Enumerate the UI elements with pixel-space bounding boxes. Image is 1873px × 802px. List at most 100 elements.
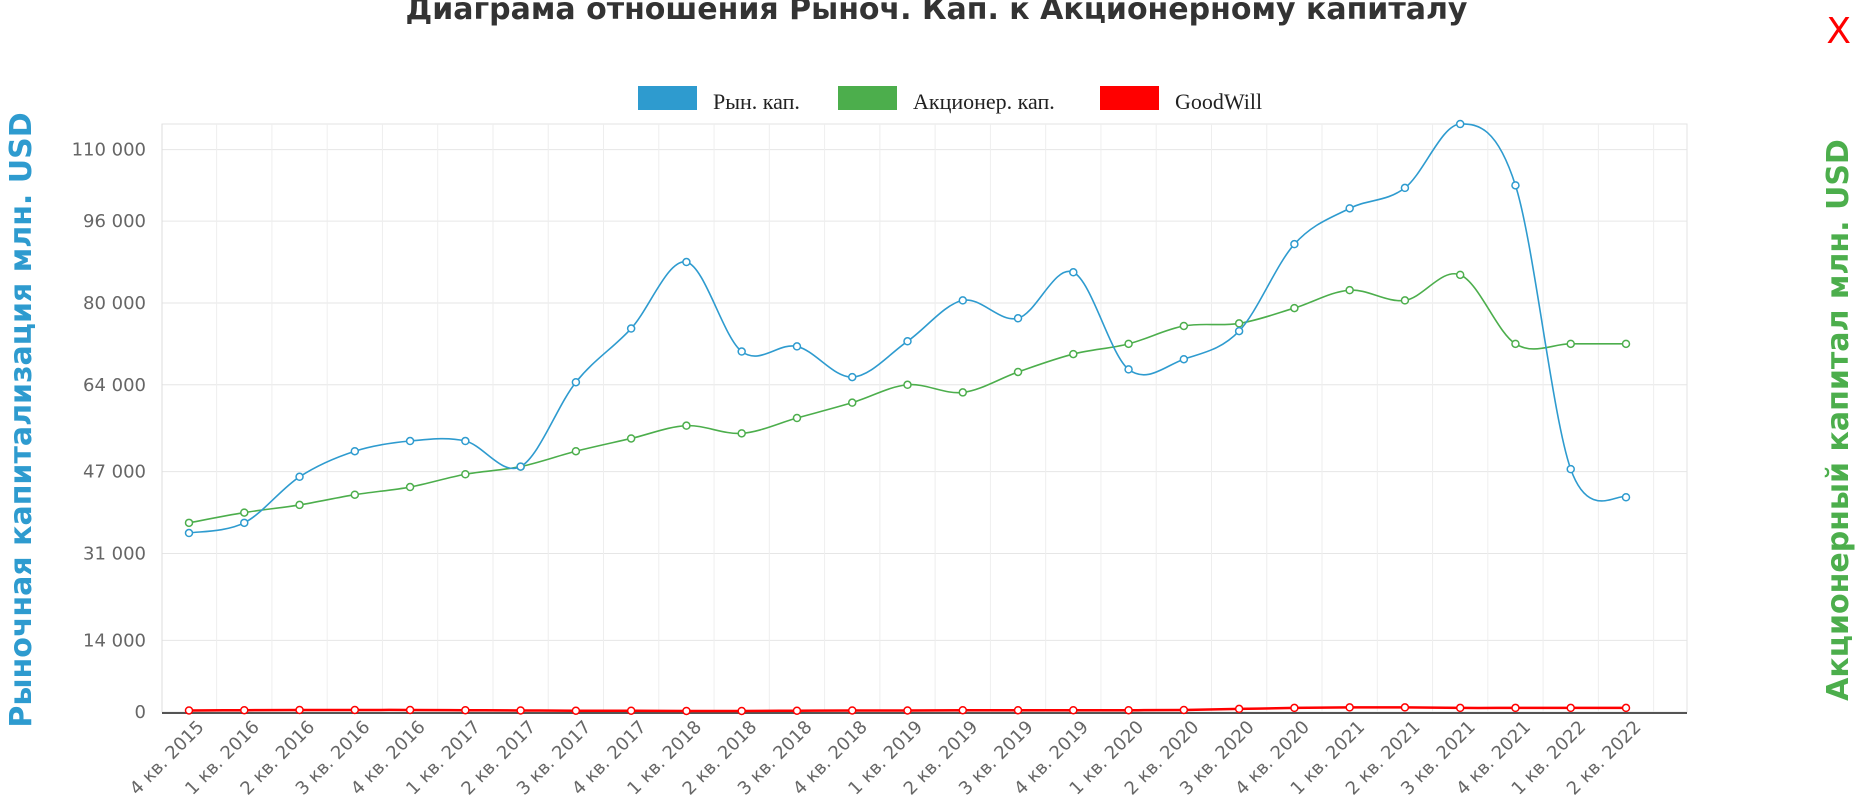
axis-layer: 0 14 000 31 000 47 000 64 000 80 000 96 000 110… (72, 124, 1687, 799)
y-axis-title: Рыночная капитализация млн. USD (4, 112, 39, 727)
legend-swatch (1100, 86, 1159, 110)
data-point[interactable] (295, 705, 304, 715)
chart-title: Диаграма отношения Рыноч. Кап. к Акционе… (405, 0, 1468, 27)
data-point[interactable] (1345, 703, 1354, 712)
data-point[interactable] (1400, 703, 1410, 712)
plot-area (161, 123, 1688, 713)
data-point[interactable] (1013, 367, 1023, 377)
data-point[interactable] (1621, 493, 1631, 502)
close-button[interactable]: X (1826, 11, 1851, 52)
data-point[interactable] (461, 436, 470, 446)
data-point[interactable] (1179, 354, 1189, 364)
data-point[interactable] (1234, 319, 1244, 328)
data-point[interactable] (1234, 326, 1244, 336)
data-point[interactable] (903, 380, 912, 390)
data-point[interactable] (1400, 183, 1410, 193)
data-point[interactable] (737, 429, 746, 438)
legend[interactable]: Рын. кап. Акционер. кап. GoodWill (638, 86, 1262, 114)
data-point[interactable] (792, 706, 802, 715)
data-point[interactable] (1290, 239, 1299, 249)
data-point[interactable] (184, 518, 194, 528)
data-point[interactable] (1455, 703, 1465, 713)
data-point[interactable] (1013, 314, 1023, 323)
data-point[interactable] (1179, 321, 1189, 331)
data-point[interactable] (461, 705, 470, 715)
data-point[interactable] (1290, 703, 1299, 713)
data-point[interactable] (184, 706, 194, 715)
data-point[interactable] (1124, 339, 1133, 349)
data-point[interactable] (1069, 705, 1078, 715)
data-point[interactable] (737, 706, 746, 716)
legend-label: GoodWill (1175, 89, 1262, 114)
data-point[interactable] (792, 342, 802, 351)
data-point[interactable] (1069, 268, 1078, 277)
legend-item[interactable]: GoodWill (1100, 86, 1262, 114)
data-point[interactable] (240, 508, 249, 517)
data-point[interactable] (792, 413, 802, 423)
y-tick-label: 64 000 (83, 375, 146, 396)
data-point[interactable] (240, 705, 249, 715)
data-point[interactable] (1179, 705, 1189, 715)
data-point[interactable] (626, 434, 636, 443)
data-point[interactable] (847, 706, 857, 715)
data-point[interactable] (1566, 464, 1575, 474)
data-point[interactable] (1511, 703, 1520, 713)
data-point[interactable] (1455, 270, 1465, 280)
legend-item[interactable]: Рын. кап. (638, 86, 800, 114)
data-point[interactable] (958, 705, 968, 715)
y-tick-label: 110 000 (72, 140, 146, 161)
data-point[interactable] (1566, 703, 1575, 713)
data-point[interactable] (1455, 119, 1465, 129)
data-point[interactable] (847, 372, 857, 382)
data-point[interactable] (682, 706, 691, 716)
data-point[interactable] (1124, 365, 1133, 374)
data-point[interactable] (1124, 705, 1133, 715)
data-point[interactable] (405, 705, 415, 715)
data-point[interactable] (682, 421, 691, 430)
y-tick-label: 96 000 (83, 211, 146, 232)
data-point[interactable] (350, 705, 360, 715)
data-point[interactable] (405, 482, 415, 492)
data-point[interactable] (1400, 296, 1410, 305)
data-point[interactable] (516, 706, 525, 715)
data-point[interactable] (1069, 349, 1078, 359)
grid-layer (161, 123, 1688, 713)
data-point[interactable] (626, 706, 636, 715)
data-point[interactable] (958, 388, 968, 397)
data-point[interactable] (1566, 339, 1575, 349)
data-point[interactable] (295, 500, 304, 510)
data-point[interactable] (903, 337, 912, 346)
data-point[interactable] (1013, 705, 1023, 715)
data-point[interactable] (350, 446, 360, 456)
data-point[interactable] (958, 296, 968, 305)
legend-label: Акционер. кап. (913, 89, 1055, 114)
data-point[interactable] (571, 377, 581, 387)
data-point[interactable] (350, 490, 360, 499)
legend-item[interactable]: Акционер. кап. (838, 86, 1055, 114)
data-point[interactable] (1621, 339, 1631, 349)
data-point[interactable] (1345, 204, 1354, 213)
data-point[interactable] (847, 398, 857, 407)
data-point[interactable] (903, 706, 912, 715)
data-point[interactable] (571, 446, 581, 456)
data-point[interactable] (240, 518, 249, 528)
data-point[interactable] (1511, 181, 1520, 190)
data-point[interactable] (626, 324, 636, 333)
data-point[interactable] (737, 347, 746, 356)
data-point[interactable] (295, 472, 304, 482)
data-point[interactable] (184, 528, 194, 538)
data-point[interactable] (1290, 303, 1299, 313)
data-point[interactable] (1621, 703, 1631, 713)
data-point[interactable] (1345, 285, 1354, 295)
data-point[interactable] (571, 706, 581, 715)
data-point[interactable] (1511, 339, 1520, 349)
data-point[interactable] (1234, 704, 1244, 714)
y-tick-label: 80 000 (83, 293, 146, 314)
series-1 (184, 270, 1631, 528)
legend-swatch (838, 86, 897, 110)
data-point[interactable] (461, 469, 470, 479)
data-point[interactable] (682, 257, 691, 267)
data-point[interactable] (516, 462, 525, 471)
data-point[interactable] (405, 436, 415, 446)
y2-axis-title: Акционерный капитал млн. USD (1821, 139, 1856, 701)
